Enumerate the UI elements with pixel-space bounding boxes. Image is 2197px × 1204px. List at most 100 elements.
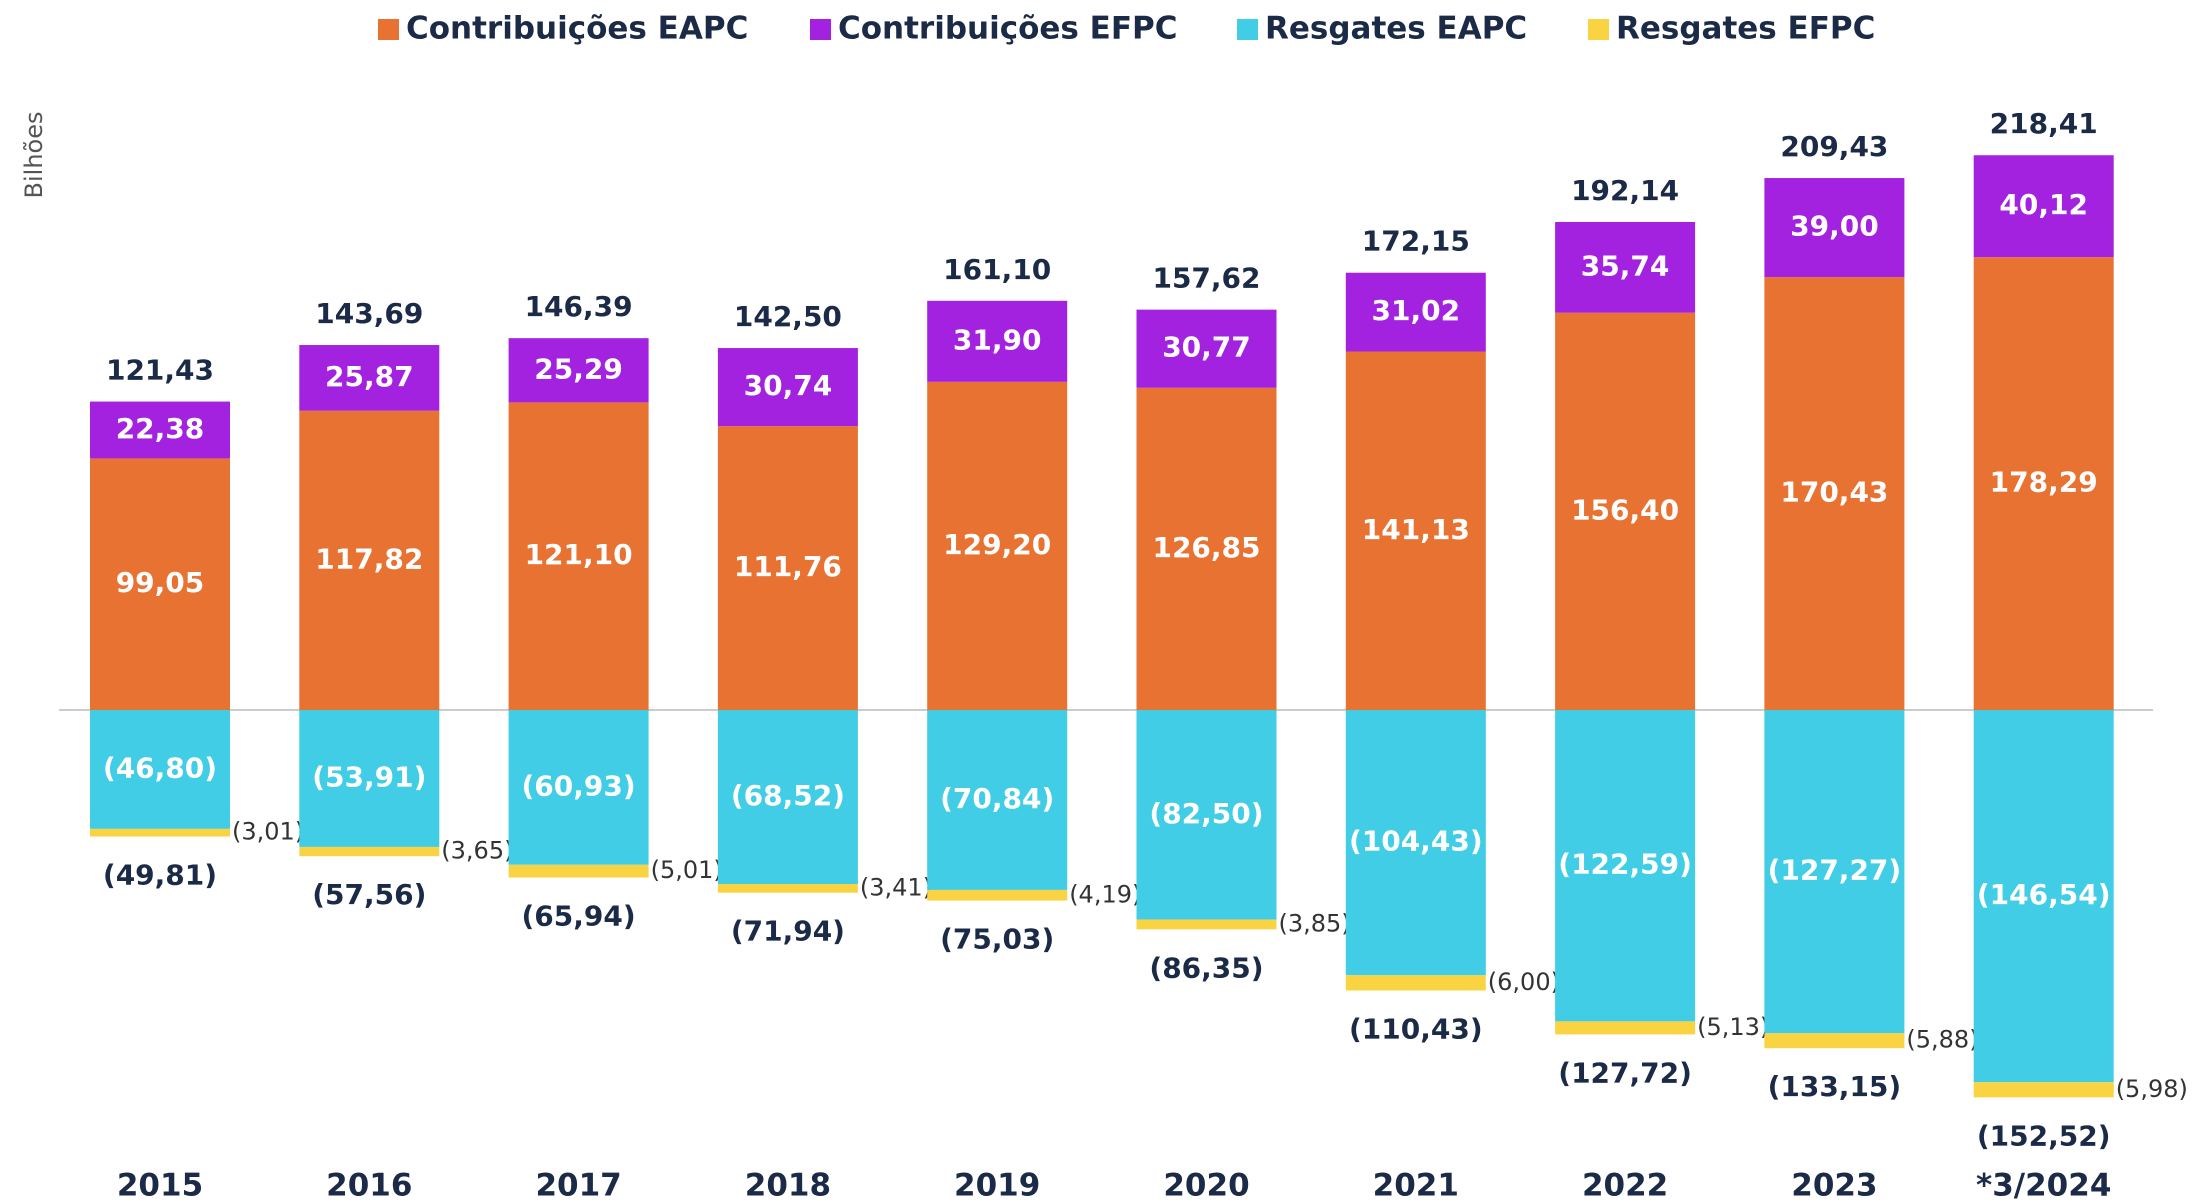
data-label: (3,01) (232, 818, 304, 846)
legend-label: Contribuições EAPC (406, 11, 748, 47)
data-label: 111,76 (734, 550, 842, 583)
total-label: 143,69 (315, 297, 423, 330)
legend-swatch (1237, 19, 1258, 40)
bar-segment (1973, 1082, 2114, 1098)
legend-swatch (810, 19, 831, 40)
x-tick-label: *3/2024 (1976, 1168, 2111, 1204)
bar-segment (1136, 919, 1277, 930)
data-label: 99,05 (116, 566, 205, 599)
data-label: 126,85 (1152, 531, 1260, 564)
data-label: 25,29 (534, 352, 623, 385)
bar-segment (717, 710, 858, 885)
data-label: 35,74 (1581, 249, 1670, 282)
data-label: 31,02 (1372, 294, 1461, 327)
legend-swatch (1588, 19, 1609, 40)
negative-total-label: (110,43) (1349, 1012, 1483, 1045)
bar-segment (90, 458, 230, 710)
bar-segment (508, 338, 649, 403)
legend-label: Contribuições EFPC (838, 11, 1178, 47)
data-label: (127,27) (1768, 854, 1902, 887)
negative-total-label: (86,35) (1149, 951, 1263, 984)
data-label: 178,29 (1990, 466, 2098, 499)
total-label: 172,15 (1362, 225, 1470, 258)
negative-total-label: (152,52) (1977, 1119, 2111, 1152)
total-label: 157,62 (1152, 262, 1260, 295)
bar-segment (1973, 257, 2114, 710)
data-label: (3,41) (860, 873, 932, 901)
bar-segment (1345, 975, 1486, 991)
bar-segment (1345, 351, 1486, 710)
bar-segment (299, 410, 440, 710)
data-label: (82,50) (1149, 797, 1263, 830)
total-label: 142,50 (734, 300, 842, 333)
bar-segment (1764, 178, 1905, 278)
total-label: 161,10 (943, 253, 1051, 286)
data-label: 170,43 (1780, 476, 1888, 509)
data-label: (5,88) (1906, 1026, 1978, 1054)
data-label: (122,59) (1558, 848, 1692, 881)
data-label: (5,13) (1697, 1013, 1769, 1041)
x-tick-label: 2019 (954, 1168, 1040, 1204)
data-label: (46,80) (103, 751, 217, 784)
negative-total-label: (57,56) (312, 878, 426, 911)
total-label: 192,14 (1571, 174, 1679, 207)
x-tick-label: 2020 (1163, 1168, 1249, 1204)
bar-segment (717, 426, 858, 710)
bar-segment (1555, 312, 1696, 710)
bar-segment (299, 345, 440, 411)
data-label: 25,87 (325, 360, 414, 393)
legend-label: Resgates EFPC (1616, 11, 1875, 47)
data-label: (146,54) (1977, 878, 2111, 911)
bar-segment (927, 710, 1068, 890)
data-label: 22,38 (116, 412, 205, 445)
bar-segment (1136, 387, 1277, 710)
data-label: (4,19) (1069, 880, 1141, 908)
data-label: 30,74 (744, 369, 833, 402)
data-label: (104,43) (1349, 825, 1483, 858)
bar-segment (1345, 272, 1486, 352)
data-label: (60,93) (522, 769, 636, 802)
bar-segment (1764, 710, 1905, 1034)
bar-segment (1764, 1033, 1905, 1049)
x-tick-label: 2016 (326, 1168, 412, 1204)
bar-segment (927, 889, 1068, 901)
data-label: (70,84) (940, 782, 1054, 815)
total-label: 146,39 (525, 290, 633, 323)
data-label: (3,85) (1279, 909, 1351, 937)
bar-segment (508, 864, 649, 878)
bar-segment (90, 710, 230, 829)
data-label: 129,20 (943, 528, 1051, 561)
bar-segment (927, 300, 1068, 382)
data-label: 31,90 (953, 323, 1042, 356)
negative-total-label: (49,81) (103, 859, 217, 892)
bar-segment (90, 401, 230, 459)
total-label: 121,43 (106, 354, 214, 387)
bar-segment (299, 710, 440, 847)
bar-segment (1555, 710, 1696, 1022)
negative-total-label: (71,94) (731, 915, 845, 948)
bar-segment (1973, 710, 2114, 1083)
bar-segment (717, 884, 858, 893)
x-tick-label: 2021 (1373, 1168, 1459, 1204)
data-label: (5,98) (2116, 1075, 2188, 1103)
negative-total-label: (65,94) (522, 899, 636, 932)
data-label: (5,01) (651, 856, 723, 884)
negative-total-label: (133,15) (1768, 1070, 1902, 1103)
negative-total-label: (127,72) (1558, 1056, 1692, 1089)
bar-segment (90, 828, 230, 837)
data-label: 39,00 (1790, 210, 1879, 243)
bar-segment (927, 381, 1068, 710)
bar-segment (1764, 277, 1905, 710)
x-tick-label: 2023 (1791, 1168, 1877, 1204)
bar-segment (1136, 710, 1277, 920)
data-label: (6,00) (1488, 968, 1560, 996)
bar-segment (1973, 155, 2114, 258)
data-label: 141,13 (1362, 513, 1470, 546)
bar-segment (508, 710, 649, 865)
data-label: (3,65) (441, 837, 513, 865)
data-label: 156,40 (1571, 493, 1679, 526)
data-label: (68,52) (731, 779, 845, 812)
x-tick-label: 2017 (535, 1168, 621, 1204)
bar-segment (1136, 309, 1277, 388)
